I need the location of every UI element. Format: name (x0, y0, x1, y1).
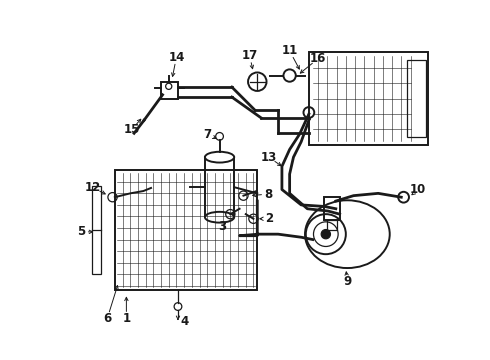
Bar (161, 82, 178, 99)
Ellipse shape (205, 212, 234, 222)
Text: 10: 10 (410, 183, 426, 196)
Text: 6: 6 (103, 312, 111, 325)
Bar (324, 197, 340, 220)
Bar (327, 220, 337, 230)
Text: 9: 9 (343, 275, 351, 288)
Bar (205, 157, 234, 217)
Text: 12: 12 (85, 181, 101, 194)
Ellipse shape (205, 152, 234, 163)
Text: 3: 3 (219, 220, 227, 233)
Circle shape (321, 230, 330, 239)
Text: 13: 13 (261, 150, 277, 164)
Text: 1: 1 (122, 312, 130, 325)
Text: 15: 15 (123, 123, 140, 136)
Bar (92, 186, 101, 274)
Text: 7: 7 (203, 127, 211, 140)
Text: 14: 14 (168, 50, 185, 64)
Text: 4: 4 (180, 315, 188, 328)
Text: 2: 2 (265, 212, 273, 225)
Text: 11: 11 (281, 44, 298, 57)
Text: 5: 5 (77, 225, 85, 238)
Text: 16: 16 (310, 52, 326, 65)
Bar (407, 60, 426, 137)
Text: 17: 17 (242, 49, 258, 62)
Text: 8: 8 (265, 188, 273, 201)
Bar (309, 53, 428, 145)
Bar (115, 170, 257, 289)
